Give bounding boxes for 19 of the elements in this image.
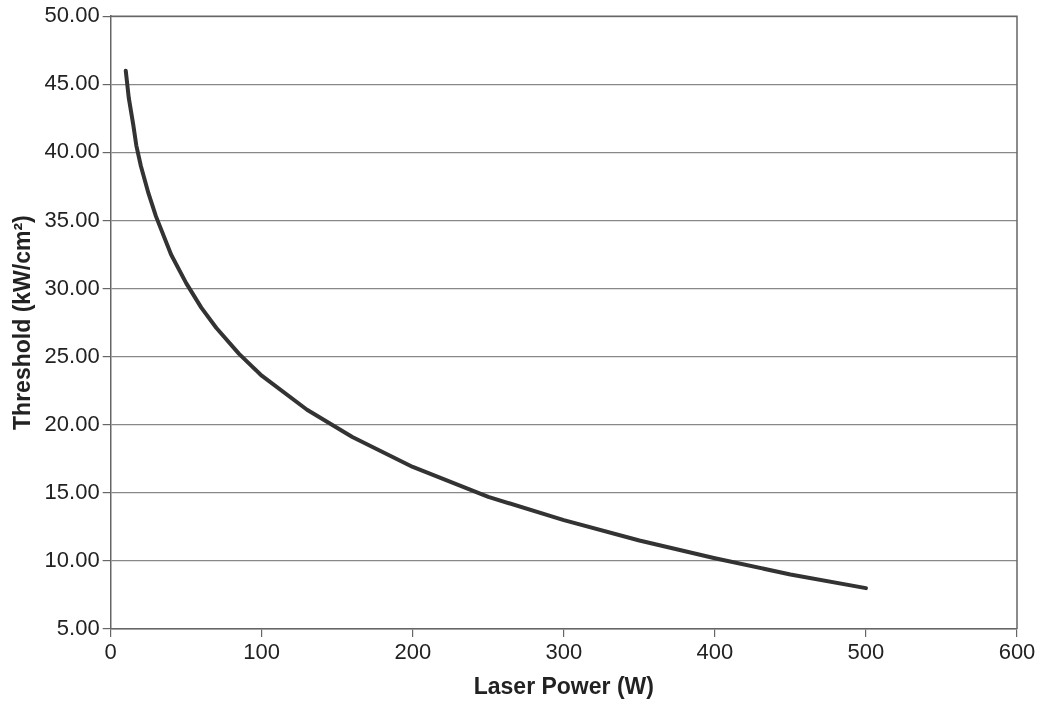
x-tick-label: 400: [696, 639, 734, 665]
y-tick-label: 50.00: [44, 2, 100, 28]
y-tick-label: 45.00: [44, 70, 100, 96]
x-tick-label: 0: [104, 639, 117, 665]
y-tick-label: 30.00: [44, 274, 100, 300]
y-tick-label: 10.00: [44, 546, 100, 572]
x-tick-label: 600: [998, 639, 1036, 665]
y-tick-label: 5.00: [56, 615, 100, 641]
y-tick-label: 25.00: [44, 342, 100, 368]
x-tick-label: 500: [847, 639, 885, 665]
y-tick-label: 35.00: [44, 206, 100, 232]
x-axis-title: Laser Power (W): [473, 672, 654, 699]
y-axis-title: Threshold (kW/cm²): [9, 215, 36, 430]
x-tick-label: 100: [243, 639, 281, 665]
x-tick-label: 200: [394, 639, 432, 665]
y-tick-label: 40.00: [44, 138, 100, 164]
y-tick-label: 20.00: [44, 410, 100, 436]
y-tick-label: 15.00: [44, 478, 100, 504]
x-tick-label: 300: [545, 639, 583, 665]
